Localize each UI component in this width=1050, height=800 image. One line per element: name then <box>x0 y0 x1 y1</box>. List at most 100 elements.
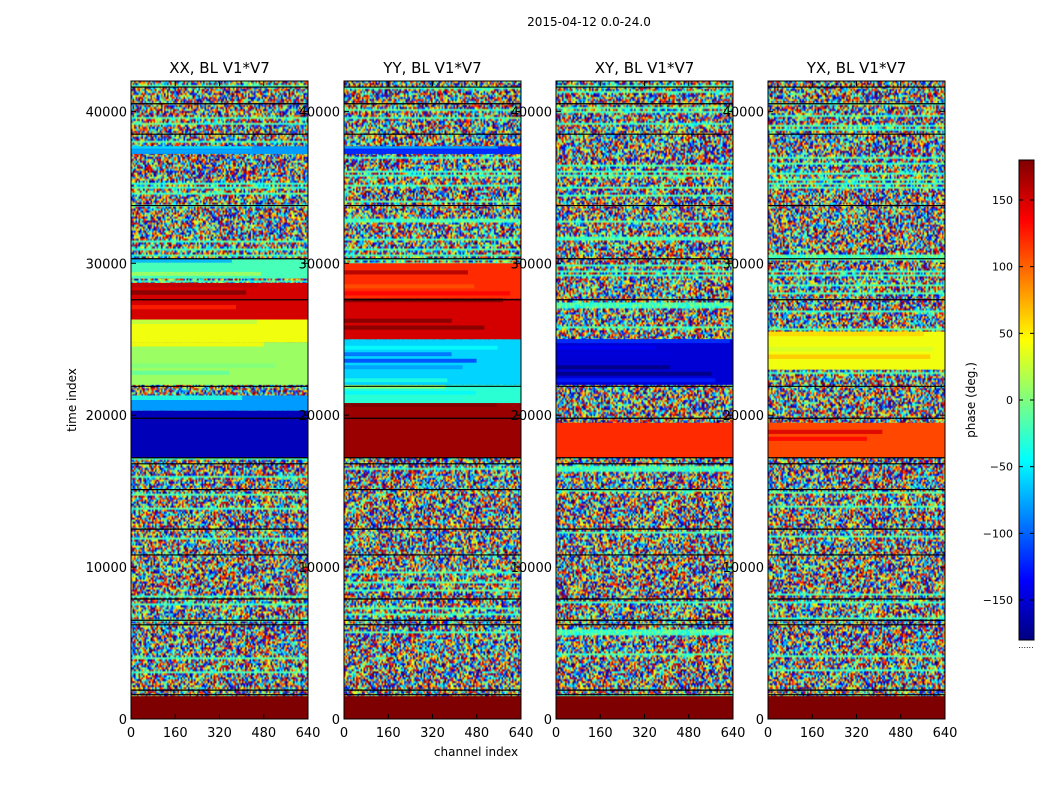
y-tick-label: 10000 <box>86 561 127 576</box>
y-tick-label: 10000 <box>299 561 340 576</box>
panel-heatmap <box>556 81 733 719</box>
phase-stripe <box>344 146 498 149</box>
panel-heatmap <box>768 81 945 719</box>
x-tick-label: 0 <box>552 726 560 741</box>
colorbar-tick-label: 100 <box>992 261 1013 274</box>
phase-stripe <box>768 331 924 337</box>
phase-block-1 <box>768 696 945 719</box>
phase-stripe <box>131 342 264 347</box>
panel-heatmap <box>131 81 308 719</box>
colorbar-tick-label: 0 <box>1006 394 1013 407</box>
phase-block-1 <box>344 696 521 719</box>
panel-title: XX, BL V1*V7 <box>169 59 270 77</box>
colorbar-below-dots: ...... <box>1018 641 1033 650</box>
x-tick-label: 160 <box>376 726 401 741</box>
panel-heatmap <box>344 81 521 719</box>
phase-block-1 <box>556 696 733 719</box>
panel-2: YY, BL V1*V7 0 160 320 480 640 0 10000 20000 3000… <box>299 59 534 741</box>
colorbar-label: phase (deg.) <box>964 362 978 438</box>
phase-stripe <box>131 146 252 149</box>
y-tick-label: 30000 <box>299 257 340 272</box>
y-tick-label: 20000 <box>511 409 552 424</box>
phase-block-2 <box>344 403 521 458</box>
phase-stripe <box>131 150 251 153</box>
phase-stripe <box>344 378 448 383</box>
y-tick-label: 0 <box>119 713 127 728</box>
phase-stripe <box>768 429 883 434</box>
phase-stripe <box>344 365 463 370</box>
panel-title: XY, BL V1*V7 <box>595 59 695 77</box>
x-tick-label: 320 <box>207 726 232 741</box>
phase-stripe <box>556 345 656 350</box>
phase-stripe <box>556 378 716 383</box>
panel-4: YX, BL V1*V7 0 160 320 480 640 0 10000 20000 3000… <box>723 59 958 741</box>
phase-stripe <box>344 352 452 357</box>
panel-title: YY, BL V1*V7 <box>382 59 481 77</box>
phase-stripe <box>131 370 230 375</box>
colorbar-tick-label: −100 <box>983 527 1013 540</box>
y-tick-label: 20000 <box>86 409 127 424</box>
phase-stripe <box>344 396 463 401</box>
phase-stripe <box>131 271 261 276</box>
phase-stripe <box>344 345 498 350</box>
phase-stripe <box>556 365 671 370</box>
phase-stripe <box>131 450 305 456</box>
panels-group: XX, BL V1*V7 0 160 320 480 640 0 10000 20000 3000… <box>86 59 958 741</box>
y-tick-label: 20000 <box>723 409 764 424</box>
phase-stripe <box>344 291 511 296</box>
x-tick-label: 640 <box>933 726 958 741</box>
colorbar-tick-label: 50 <box>999 327 1013 340</box>
x-tick-label: 480 <box>888 726 913 741</box>
y-tick-label: 40000 <box>723 105 764 120</box>
phase-stripe <box>131 258 232 263</box>
panel-3: XY, BL V1*V7 0 160 320 480 640 0 10000 20000 3000… <box>511 59 746 741</box>
phase-stripe <box>344 325 485 330</box>
phase-stripe <box>344 358 477 363</box>
panel-title: YX, BL V1*V7 <box>806 59 907 77</box>
colorbar-tick-label: 150 <box>992 194 1013 207</box>
y-tick-label: 0 <box>332 713 340 728</box>
phase-stripe <box>131 395 243 400</box>
y-tick-label: 40000 <box>86 105 127 120</box>
colorbar-tick-label: −50 <box>990 461 1013 474</box>
phase-stripe <box>556 450 730 455</box>
colorbar-tick-label: −150 <box>983 594 1013 607</box>
x-tick-label: 0 <box>764 726 772 741</box>
phase-stripe <box>556 352 674 357</box>
noise-image <box>768 81 945 719</box>
phase-stripe <box>131 304 236 310</box>
phase-stripe <box>556 371 712 376</box>
y-axis-label: time index <box>65 368 79 432</box>
y-tick-label: 10000 <box>511 561 552 576</box>
x-tick-label: 0 <box>127 726 135 741</box>
x-tick-label: 160 <box>588 726 613 741</box>
phase-stripe <box>344 390 476 395</box>
y-tick-label: 30000 <box>511 257 552 272</box>
x-axis-label: channel index <box>434 745 518 759</box>
y-tick-label: 30000 <box>86 257 127 272</box>
phase-stripe <box>131 290 247 295</box>
x-tick-label: 480 <box>251 726 276 741</box>
phase-stripe <box>556 339 730 344</box>
y-tick-label: 30000 <box>723 257 764 272</box>
y-tick-label: 20000 <box>299 409 340 424</box>
x-tick-label: 320 <box>420 726 445 741</box>
x-tick-label: 640 <box>721 726 746 741</box>
x-tick-label: 480 <box>464 726 489 741</box>
phase-block-5 <box>131 319 308 343</box>
x-tick-label: 160 <box>163 726 188 741</box>
figure-suptitle: 2015-04-12 0.0-24.0 <box>527 15 651 29</box>
phase-stripe <box>344 403 497 408</box>
phase-stripe <box>131 319 257 325</box>
x-tick-label: 0 <box>340 726 348 741</box>
y-tick-label: 10000 <box>723 561 764 576</box>
phase-stripe <box>768 436 868 441</box>
y-tick-label: 0 <box>544 713 552 728</box>
phase-stripe <box>344 284 475 289</box>
phase-stripe <box>344 318 452 323</box>
x-tick-label: 640 <box>296 726 321 741</box>
phase-block-1 <box>131 696 308 719</box>
panel-1: XX, BL V1*V7 0 160 320 480 640 0 10000 20000 3000… <box>86 59 321 741</box>
phase-stripe <box>768 346 934 352</box>
